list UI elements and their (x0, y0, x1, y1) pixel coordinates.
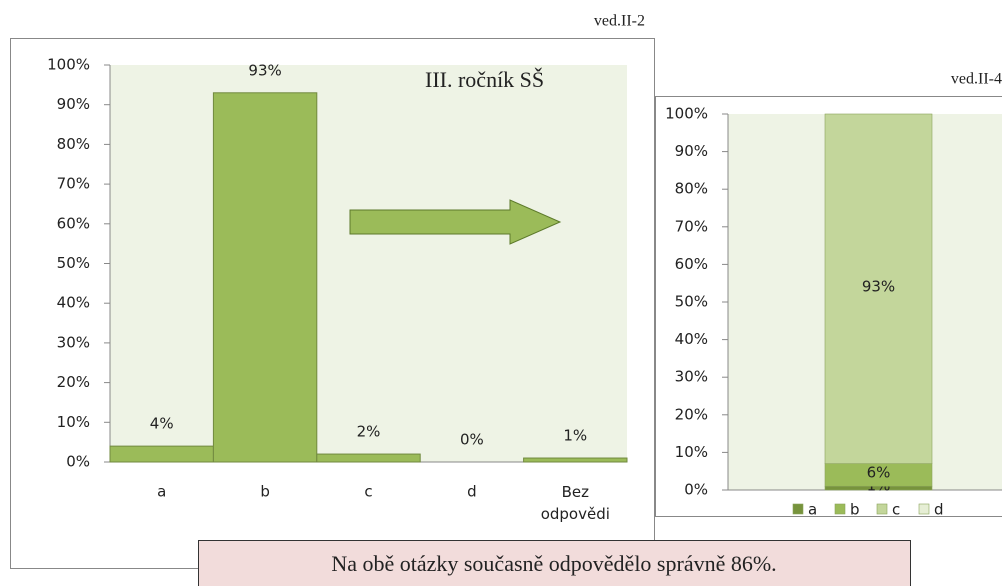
value-label: 93% (862, 277, 895, 295)
y-tick-label: 20% (57, 373, 90, 391)
value-label: 4% (150, 415, 174, 433)
y-tick-label: 10% (675, 443, 708, 461)
bar-segment (824, 113, 933, 464)
y-tick-label: 40% (57, 294, 90, 312)
y-tick-label: 20% (675, 405, 708, 423)
arrow (349, 199, 562, 245)
legend-label: c (892, 501, 900, 519)
value-label: 2% (357, 423, 381, 441)
bar (109, 445, 214, 463)
x-tick-label: c (364, 483, 372, 501)
caption: ved.II-4 (951, 71, 1002, 88)
y-tick-label: 0% (684, 481, 708, 499)
y-tick-label: 60% (57, 214, 90, 232)
bar (316, 453, 421, 463)
y-tick-label: 50% (675, 293, 708, 311)
y-tick-label: 80% (675, 180, 708, 198)
y-tick-label: 90% (675, 142, 708, 160)
plot-area (110, 65, 627, 462)
legend-label: b (850, 501, 860, 519)
y-tick-label: 90% (57, 95, 90, 113)
legend-label: d (934, 501, 944, 519)
note: Na obě otázky současně odpovědělo správn… (331, 551, 776, 576)
legend-label: a (808, 501, 817, 519)
y-tick-label: 30% (57, 333, 90, 351)
y-tick-label: 50% (57, 254, 90, 272)
y-tick-label: 10% (57, 413, 90, 431)
legend-swatch (792, 503, 804, 515)
y-tick-label: 80% (57, 135, 90, 153)
y-tick-label: 0% (66, 453, 90, 471)
caption: ved.II-2 (594, 13, 645, 30)
legend-swatch (834, 503, 846, 515)
x-tick-label: b (260, 483, 270, 501)
y-tick-label: 70% (57, 175, 90, 193)
value-label: 93% (248, 61, 281, 79)
y-tick-label: 100% (47, 56, 90, 74)
bar (523, 457, 628, 463)
y-tick-label: 30% (675, 368, 708, 386)
x-tick-label: d (467, 483, 477, 501)
value-label: 6% (867, 463, 891, 481)
value-label: 1% (563, 427, 587, 445)
x-tick-label: Bez odpovědi (541, 483, 610, 523)
annotation: III. ročník SŠ (425, 67, 544, 92)
value-label: 0% (460, 431, 484, 449)
y-tick-label: 100% (665, 105, 708, 123)
y-tick-label: 70% (675, 217, 708, 235)
bar (212, 92, 318, 463)
legend-swatch (918, 503, 930, 515)
y-tick-label: 40% (675, 330, 708, 348)
note-box (198, 540, 911, 586)
legend-swatch (876, 503, 888, 515)
x-tick-label: a (157, 483, 166, 501)
y-tick-label: 60% (675, 255, 708, 273)
